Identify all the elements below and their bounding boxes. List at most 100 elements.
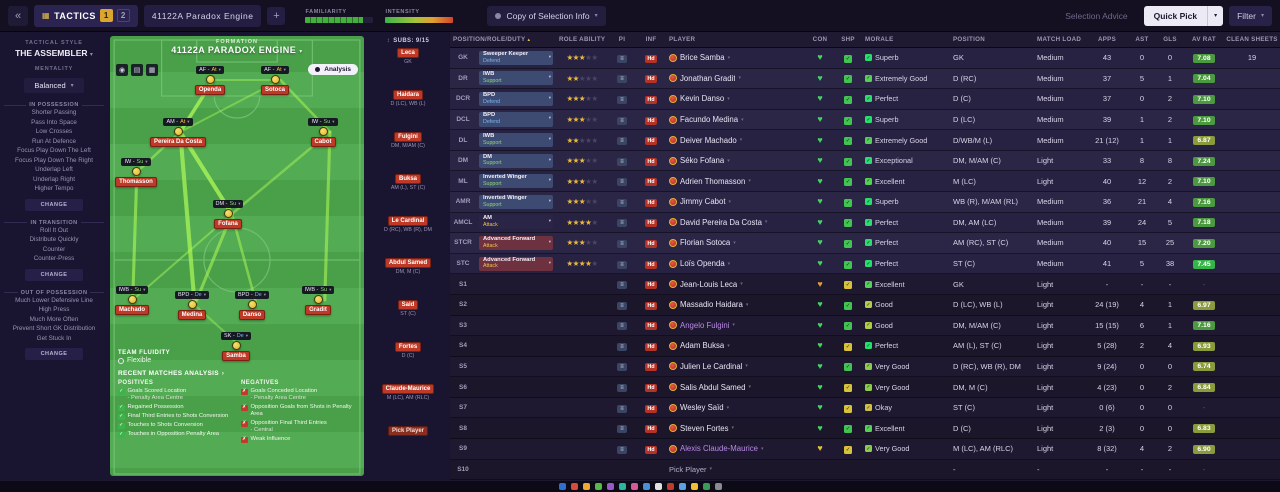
- sub-name-box[interactable]: Fulgini: [394, 132, 422, 142]
- role-duty-dropdown[interactable]: IWB Support ▾: [479, 133, 553, 148]
- column-header-role-ability[interactable]: ROLE ABILITY: [559, 36, 606, 43]
- squad-row[interactable]: DR IWB Support ▾ ★★★★★ ≡ Hd Jonathan Gradit ▾ ♥ ✓ ✓…: [450, 68, 1280, 90]
- player-cell[interactable]: Adam Buksa ▾: [666, 341, 806, 350]
- player-cell[interactable]: Steven Fortes ▾: [666, 424, 806, 433]
- role-duty-dropdown[interactable]: Advanced Forward Attack ▾: [479, 235, 553, 251]
- role-duty-label[interactable]: DM - Su ▾: [212, 200, 244, 208]
- squad-row[interactable]: S8 ≡ Hd Steven Fortes ▾ ♥ ✓ ✓ Excellent D (C) Ligh…: [450, 418, 1280, 439]
- player-cell[interactable]: Pick Player ▾: [666, 465, 806, 474]
- role-duty-dropdown[interactable]: DM Support ▾: [479, 153, 553, 168]
- role-duty-dropdown[interactable]: Inverted Winger Support ▾: [479, 194, 553, 209]
- squad-row[interactable]: S5 ≡ Hd Julien Le Cardinal ▾ ♥ ✓ ✓ Very Good D (R…: [450, 356, 1280, 378]
- chevron-down-icon[interactable]: ▾: [727, 54, 731, 61]
- analysis-title[interactable]: RECENT MATCHES ANALYSIS ›: [118, 370, 225, 377]
- pitch-player[interactable]: AF - At ▾ Openda: [182, 66, 238, 95]
- pick-player-dropdown[interactable]: Pick Player: [669, 464, 707, 474]
- role-duty-dropdown[interactable]: Advanced Forward Attack ▾: [479, 256, 553, 271]
- pick-player-slot[interactable]: Pick Player: [370, 426, 446, 468]
- player-cell[interactable]: David Pereira Da Costa ▾: [666, 218, 806, 227]
- squad-row[interactable]: S3 ≡ Hd Angelo Fulgini ▾ ♥ ✓ ✓ Good DM, M/AM (C) L…: [450, 315, 1280, 337]
- sub-player[interactable]: Fulgini DM, M/AM (C): [370, 132, 446, 174]
- tactic-slot-2-badge[interactable]: 2: [116, 9, 130, 22]
- taskbar-app-icon[interactable]: [606, 483, 614, 490]
- player-name-box[interactable]: Samba: [222, 351, 250, 361]
- player-cell[interactable]: Alexis Claude-Maurice ▾: [666, 444, 806, 453]
- column-header-con[interactable]: CON: [812, 36, 828, 43]
- sub-player[interactable]: Leca GK: [370, 48, 446, 90]
- squad-row[interactable]: STCR Advanced Forward Attack ▾ ★★★★★ ≡ Hd Flori…: [450, 233, 1280, 254]
- add-tactic-button[interactable]: +: [267, 6, 286, 25]
- taskbar-app-icon[interactable]: [618, 483, 626, 490]
- player-cell[interactable]: Wesley Saïd ▾: [666, 403, 806, 412]
- role-duty-dropdown[interactable]: BPD Defend ▾: [479, 91, 553, 106]
- player-name-box[interactable]: Openda: [194, 85, 226, 95]
- player-instructions-icon[interactable]: ≡: [617, 75, 627, 84]
- player-cell[interactable]: Florian Sotoca ▾: [666, 238, 806, 247]
- change-button[interactable]: CHANGE: [25, 348, 83, 360]
- role-duty-label[interactable]: AF - At ▾: [261, 66, 289, 74]
- chevron-down-icon[interactable]: ▾: [727, 157, 730, 164]
- player-instructions-icon[interactable]: ≡: [617, 445, 627, 454]
- column-header-shp[interactable]: SHP: [841, 36, 855, 43]
- squad-row[interactable]: STC Advanced Forward Attack ▾ ★★★★★ ≡ Hd Loïs O…: [450, 253, 1280, 275]
- pitch-player[interactable]: SK - De ▾ Samba: [208, 332, 264, 361]
- formation-name-dropdown[interactable]: 41122A PARADOX ENGINE ▾: [110, 45, 364, 55]
- role-duty-label[interactable]: IWB - Su ▾: [301, 286, 335, 294]
- tab-tactic-name[interactable]: 41122A Paradox Engine: [143, 4, 262, 27]
- player-instructions-icon[interactable]: ≡: [617, 198, 627, 207]
- player-cell[interactable]: Angelo Fulgini ▾: [666, 321, 806, 330]
- change-button[interactable]: CHANGE: [25, 268, 83, 281]
- taskbar-app-icon[interactable]: [570, 483, 578, 490]
- column-header-player[interactable]: PLAYER: [669, 36, 696, 43]
- chevron-down-icon[interactable]: ▾: [728, 198, 732, 205]
- selection-advice-button[interactable]: Selection Advice: [1065, 10, 1128, 21]
- column-header-av-rat[interactable]: AV RAT: [1192, 36, 1216, 43]
- pitch-player[interactable]: AM - At ▾ Pereira Da Costa: [149, 118, 207, 147]
- column-header-match-load[interactable]: MATCH LOAD: [1037, 36, 1082, 43]
- player-cell[interactable]: Loïs Openda ▾: [666, 259, 806, 268]
- player-name-box[interactable]: Machado: [114, 305, 149, 315]
- role-duty-label[interactable]: AF - At ▾: [196, 66, 224, 74]
- column-header-inf[interactable]: INF: [645, 36, 657, 43]
- role-duty-label[interactable]: AM - At ▾: [163, 118, 193, 126]
- role-duty-label[interactable]: IW - Su ▾: [121, 158, 151, 166]
- column-header-position[interactable]: POSITION: [953, 36, 985, 43]
- pitch-player[interactable]: DM - Su ▾ Fofana: [200, 200, 256, 229]
- player-cell[interactable]: Brice Samba ▾: [666, 53, 806, 62]
- player-name-box[interactable]: Thomasson: [115, 177, 157, 187]
- quick-pick-button[interactable]: Quick Pick ▾: [1143, 5, 1224, 26]
- squad-row[interactable]: AMCL AM Attack ▾ ★★★★★ ≡ Hd David Pereira Da Co…: [450, 212, 1280, 234]
- copy-selection-info-button[interactable]: Copy of Selection Info ▾: [487, 5, 606, 26]
- chevron-down-icon[interactable]: ▾: [732, 322, 735, 329]
- column-header-ast[interactable]: AST: [1135, 36, 1149, 43]
- pitch-player[interactable]: AF - At ▾ Sotoca: [247, 66, 303, 95]
- squad-row[interactable]: S10 Pick Player ▾ - - - - - -: [450, 459, 1280, 481]
- column-header-clean-sheets[interactable]: CLEAN SHEETS: [1226, 36, 1278, 43]
- player-name-box[interactable]: Danso: [238, 310, 266, 320]
- player-instructions-icon[interactable]: ≡: [617, 404, 627, 413]
- player-name-box[interactable]: Cabot: [310, 137, 336, 147]
- role-duty-label[interactable]: BPD - De ▾: [175, 291, 209, 299]
- squad-row[interactable]: S4 ≡ Hd Adam Buksa ▾ ♥ ✓ ✓ Perfect AM (L), ST (C)…: [450, 336, 1280, 357]
- analysis-toggle[interactable]: Analysis: [308, 64, 358, 75]
- player-instructions-icon[interactable]: ≡: [617, 219, 627, 228]
- chevron-down-icon[interactable]: ▾: [738, 75, 741, 82]
- role-duty-label[interactable]: SK - De ▾: [221, 332, 251, 340]
- taskbar-app-icon[interactable]: [642, 483, 650, 490]
- chevron-down-icon[interactable]: ▾: [727, 95, 730, 102]
- role-duty-dropdown[interactable]: AM Attack ▾: [479, 215, 553, 230]
- squad-row[interactable]: S6 ≡ Hd Salis Abdul Samed ▾ ♥ ✓ ✓ Very Good DM, M…: [450, 377, 1280, 398]
- change-button[interactable]: CHANGE: [25, 198, 83, 211]
- sub-name-box[interactable]: Pick Player: [387, 426, 429, 436]
- player-instructions-icon[interactable]: ≡: [617, 157, 627, 166]
- player-name-box[interactable]: Pereira Da Costa: [149, 137, 207, 147]
- chevron-down-icon[interactable]: ▾: [745, 301, 749, 308]
- squad-row[interactable]: ML Inverted Winger Support ▾ ★★★★★ ≡ Hd Adrien …: [450, 171, 1280, 193]
- squad-row[interactable]: DCL BPD Defend ▾ ★★★★★ ≡ Hd Facundo Medina ▾ ♥ ✓ ✓ S…: [450, 109, 1280, 131]
- role-duty-dropdown[interactable]: BPD Defend ▾: [479, 112, 553, 127]
- player-instructions-icon[interactable]: ≡: [617, 260, 627, 269]
- tactical-style-dropdown[interactable]: THE ASSEMBLER ▾: [4, 48, 104, 58]
- player-instructions-icon[interactable]: ≡: [617, 137, 627, 146]
- chevron-down-icon[interactable]: ▾: [726, 404, 730, 411]
- pitch-player[interactable]: BPD - De ▾ Danso: [224, 291, 280, 320]
